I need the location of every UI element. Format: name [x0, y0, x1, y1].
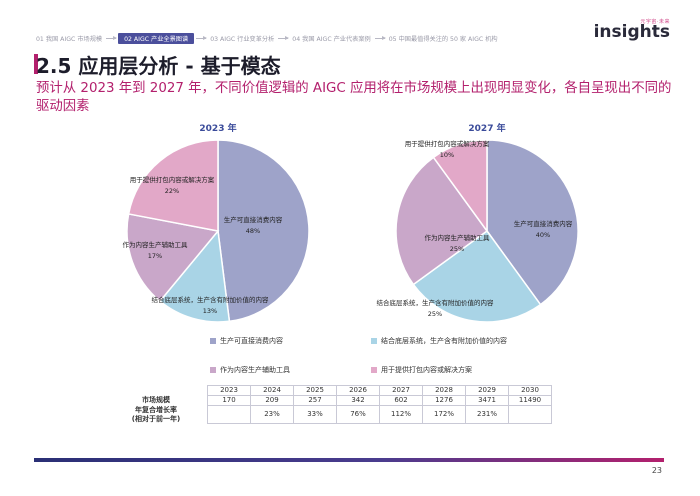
pie-2-value-3: 25%: [450, 245, 464, 253]
footer-bar: [34, 458, 664, 462]
pie-1-label-4: 用于提供打包内容或解决方案: [130, 175, 215, 184]
table-cell: 112%: [379, 405, 423, 424]
table-cell: 2027: [379, 385, 423, 396]
table-cell: 2024: [250, 385, 294, 396]
pie-1-value-3: 17%: [148, 252, 162, 260]
pie-2-label-2: 结合底层系统，生产含有附加价值的内容: [377, 298, 495, 307]
nav-crumb-3[interactable]: 03 AIGC 行业变革分析: [210, 35, 275, 43]
table-cell: 2026: [336, 385, 380, 396]
logo-tagline: 元宇宙·未来: [640, 19, 670, 25]
table-cell: 23%: [250, 405, 294, 424]
nav-arrow-icon: [278, 35, 290, 40]
market-size-table: 2023 2024 2025 2026 2027 2028 2029 2030 市场规模 170 2…: [105, 385, 552, 424]
pie-2-title: 2027 年: [468, 122, 505, 134]
pie-2-slice-3: [395, 156, 489, 286]
pie-2-value-4: 10%: [440, 151, 454, 159]
pie-2-slice-4: [432, 139, 488, 234]
table-cell: [207, 405, 251, 424]
pie-2-label-4: 用于提供打包内容或解决方案: [405, 139, 490, 148]
legend-item-3: 作为内容生产辅助工具: [210, 365, 290, 375]
table-row-header: 市场规模: [142, 396, 170, 404]
table-cell: 2028: [422, 385, 466, 396]
table-cell: 342: [336, 395, 380, 406]
table-cell: 209: [250, 395, 294, 406]
nav-arrow-icon: [374, 35, 386, 40]
pie-1-label-1: 生产可直接消费内容: [224, 215, 283, 224]
table-row-header: [105, 386, 208, 396]
table-cell: 2029: [465, 385, 509, 396]
pie-1-slice-1: [217, 139, 310, 323]
table-row-header: 年复合增长率 (相对于前一年): [131, 405, 181, 423]
nav-arrow-icon: [106, 35, 118, 40]
legend-label: 生产可直接消费内容: [220, 337, 283, 345]
page-number: 23: [651, 466, 662, 475]
table-cell: 257: [293, 395, 337, 406]
table-cell: 172%: [422, 405, 466, 424]
section-navigation: 01 我国 AIGC 市场规模 02 AIGC 产业全景图谱 03 AIGC 行业变…: [34, 32, 500, 44]
nav-arrow-icon: [196, 35, 208, 40]
table-row: 2023 2024 2025 2026 2027 2028 2029 2030: [105, 385, 552, 396]
legend-swatch: [210, 338, 216, 344]
pie-1-slice-4: [127, 139, 219, 232]
table-cell: 76%: [336, 405, 380, 424]
table-cell: 33%: [293, 405, 337, 424]
pie-1-value-2: 13%: [203, 307, 217, 315]
pie-2-slice-1: [486, 139, 579, 306]
table-cell: 602: [379, 395, 423, 406]
table-cell: 2030: [508, 385, 552, 396]
pie-2-label-3: 作为内容生产辅助工具: [425, 233, 491, 242]
legend-swatch: [210, 367, 216, 373]
page-title: 2.5 应用层分析 - 基于模态: [36, 54, 281, 78]
pie-1-title: 2023 年: [199, 122, 236, 134]
table-cell: 3471: [465, 395, 509, 406]
nav-crumb-2[interactable]: 02 AIGC 产业全景图谱: [118, 32, 195, 44]
pie-1-slice-2: [158, 229, 231, 323]
legend-swatch: [371, 338, 377, 344]
legend-label: 作为内容生产辅助工具: [220, 366, 290, 374]
nav-crumb-4[interactable]: 04 我国 AIGC 产业代表案例: [292, 35, 371, 43]
table-cell: 170: [207, 395, 251, 406]
logo-wordmark: insights: [593, 22, 670, 42]
table-cell: [508, 405, 552, 424]
table-row: 年复合增长率 (相对于前一年) 23% 33% 76% 112% 172% 231%: [105, 405, 552, 424]
table-cell: 1276: [422, 395, 466, 406]
legend-label: 结合底层系统，生产含有附加价值的内容: [381, 337, 507, 345]
pie-1-label-2: 结合底层系统，生产含有附加价值的内容: [152, 295, 270, 304]
legend-item-1: 生产可直接消费内容: [210, 336, 283, 346]
title-accent-bar: [34, 54, 38, 74]
table-cell: 2023: [207, 385, 251, 396]
pie-1-label-3: 作为内容生产辅助工具: [123, 240, 189, 249]
pie-2-value-1: 40%: [536, 231, 550, 239]
legend-swatch: [371, 367, 377, 373]
table-cell: 11490: [508, 395, 552, 406]
pie-1-value-4: 22%: [165, 187, 179, 195]
nav-crumb-5[interactable]: 05 中国最值得关注的 50 家 AIGC 机构: [388, 35, 498, 43]
nav-crumb-1[interactable]: 01 我国 AIGC 市场规模: [36, 35, 103, 43]
pie-1-value-1: 48%: [246, 227, 260, 235]
legend-item-2: 结合底层系统，生产含有附加价值的内容: [371, 336, 507, 346]
legend-item-4: 用于提供打包内容或解决方案: [371, 365, 472, 375]
legend-label: 用于提供打包内容或解决方案: [381, 366, 472, 374]
pie-2-value-2: 25%: [428, 310, 442, 318]
pie-2-slice-2: [412, 229, 542, 323]
insights-logo: 元宇宙·未来 insights: [593, 18, 670, 42]
table-cell: 2025: [293, 385, 337, 396]
pie-2-label-1: 生产可直接消费内容: [514, 219, 573, 228]
page-subtitle: 预计从 2023 年到 2027 年，不同价值逻辑的 AIGC 应用将在市场规模…: [36, 81, 672, 114]
table-cell: 231%: [465, 405, 509, 424]
table-row: 市场规模 170 209 257 342 602 1276 3471 11490: [105, 395, 552, 406]
pie-1-slice-3: [126, 213, 220, 303]
